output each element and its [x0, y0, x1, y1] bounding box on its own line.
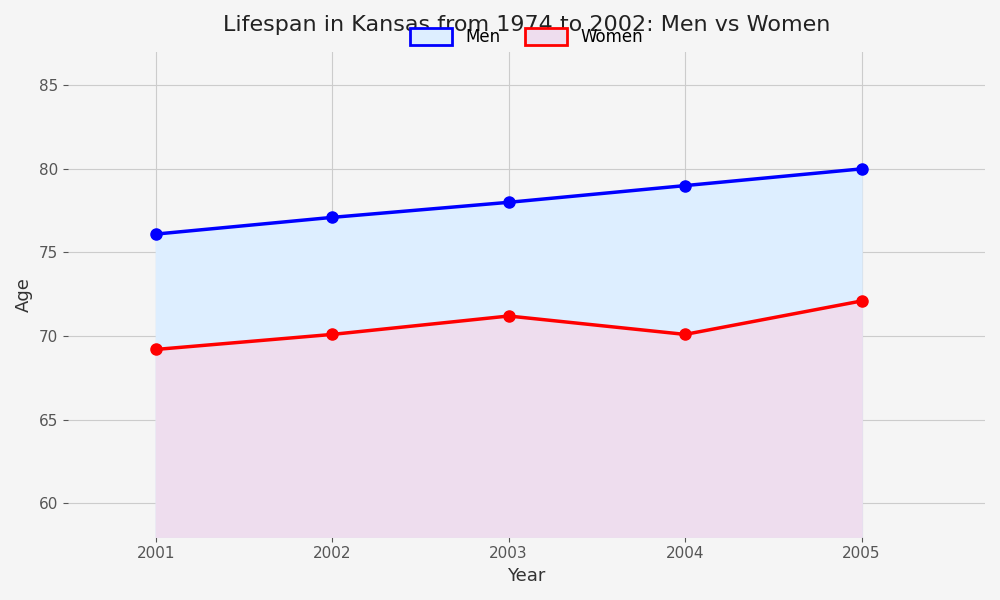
X-axis label: Year: Year — [507, 567, 546, 585]
Y-axis label: Age: Age — [15, 277, 33, 312]
Title: Lifespan in Kansas from 1974 to 2002: Men vs Women: Lifespan in Kansas from 1974 to 2002: Me… — [223, 15, 830, 35]
Legend: Men, Women: Men, Women — [403, 22, 649, 53]
